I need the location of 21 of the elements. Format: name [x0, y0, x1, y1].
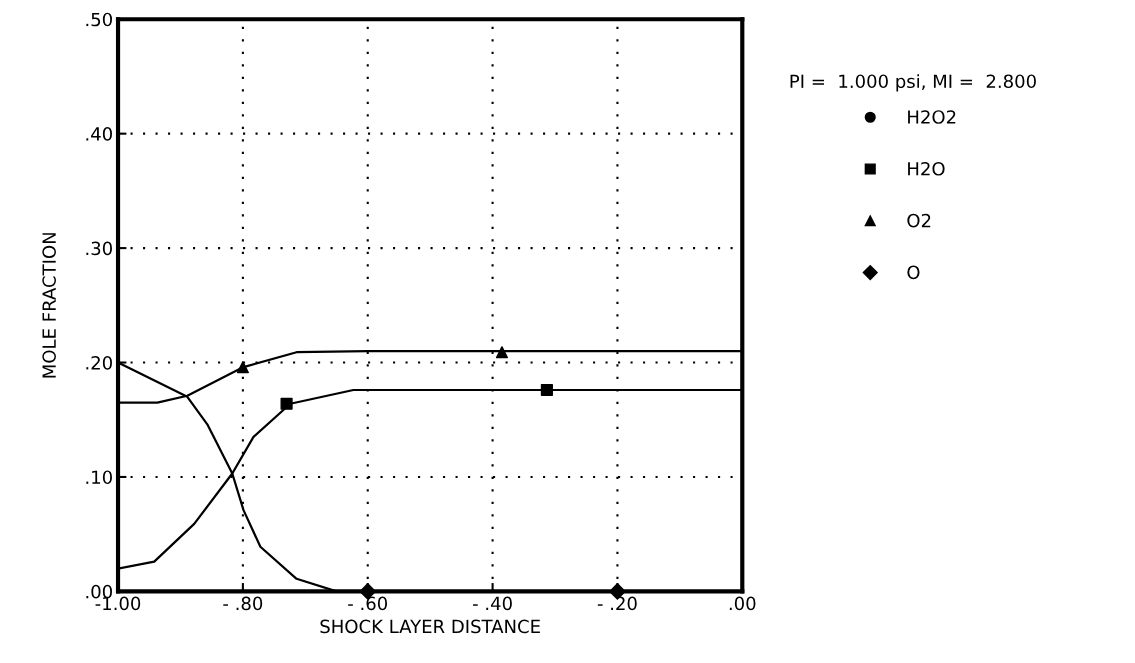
point: [280, 397, 293, 410]
legend-label: H2O2: [908, 110, 956, 124]
y-tick-label: .50: [86, 12, 112, 27]
y-tick-label: .10: [86, 470, 112, 485]
legend-label: H2O: [908, 161, 945, 176]
text: PI = 1.000 psi, MI = 2.800: [790, 74, 1036, 92]
x-tick-label: - .80: [223, 596, 263, 611]
x-tick-label: .00: [729, 596, 756, 611]
legend-label: O: [907, 265, 920, 280]
x-tick-label: - .60: [348, 596, 388, 611]
legend-label: O2: [907, 213, 931, 228]
x-axis-title: SHOCK LAYER DISTANCE: [320, 619, 540, 634]
point: [495, 346, 509, 359]
y-tick-label: .20: [86, 355, 112, 370]
y-tick-label: .30: [86, 241, 112, 256]
point: [540, 383, 553, 397]
point: [236, 361, 249, 374]
y-axis-title: MOLE FRACTION: [42, 233, 56, 378]
x-tick-label: - .20: [597, 596, 637, 611]
y-tick-label: .40: [86, 127, 112, 141]
x-tick-label: - .40: [472, 596, 512, 611]
